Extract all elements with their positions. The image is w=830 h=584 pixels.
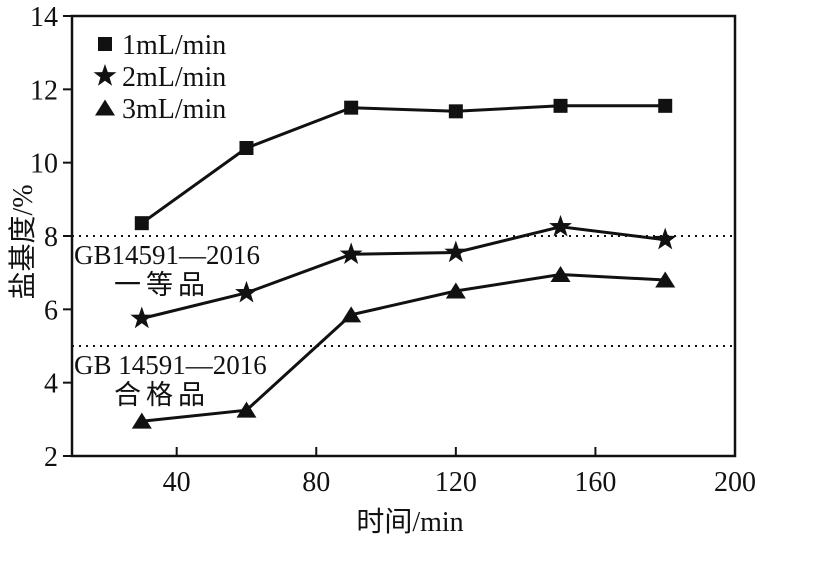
triangle-marker [655,271,676,288]
y-tick-label: 4 [44,369,58,400]
star-marker [339,242,363,265]
star-marker [549,214,572,237]
triangle-marker [550,266,571,282]
series-1ml-min [134,98,673,231]
legend-triangle-icon [95,99,115,116]
square-marker [553,98,568,113]
series-line [141,225,666,320]
x-tick-label: 120 [435,467,477,498]
reference-line-label-line2: 一等品 [114,270,210,300]
legend-star-icon [93,64,117,86]
legend-label: 2mL/min [122,62,226,93]
y-axis-title: 盐基度/% [7,184,39,299]
reference-line-label-line2: 合格品 [114,380,210,410]
legend-label: 3mL/min [122,94,226,125]
square-marker [134,216,149,231]
square-marker [448,104,463,119]
series-2ml-min [130,214,677,329]
legend-label: 1mL/min [122,30,226,61]
y-tick-label: 8 [44,222,58,253]
y-tick-label: 2 [44,442,58,473]
y-tick-label: 10 [30,149,58,180]
x-tick-label: 200 [714,467,756,498]
x-axis-title: 时间/min [356,506,463,538]
series-line [141,272,666,423]
triangle-marker [236,401,257,418]
star-marker [235,280,258,303]
series-3ml-min [131,266,676,429]
reference-line-label-line1: GB 14591—2016 [74,350,267,380]
square-marker [344,100,359,115]
y-tick-label: 14 [30,2,58,33]
triangle-marker [131,412,152,429]
legend-item: 2mL/min [93,62,226,93]
square-marker [658,98,673,113]
star-marker [653,227,677,250]
star-marker [444,240,468,263]
x-tick-label: 80 [302,467,330,498]
legend-item: 1mL/min [98,30,226,61]
series-line [140,104,666,225]
legend-square-icon [98,37,112,51]
x-tick-label: 40 [163,467,191,498]
triangle-marker [445,282,466,299]
star-marker [130,306,154,329]
x-tick-label: 160 [574,467,616,498]
legend-item: 3mL/min [95,94,226,125]
square-marker [239,141,254,155]
y-tick-label: 6 [44,295,58,326]
reference-line-label-line1: GB14591—2016 [74,240,260,270]
y-tick-label: 12 [30,75,58,106]
triangle-marker [341,306,362,323]
